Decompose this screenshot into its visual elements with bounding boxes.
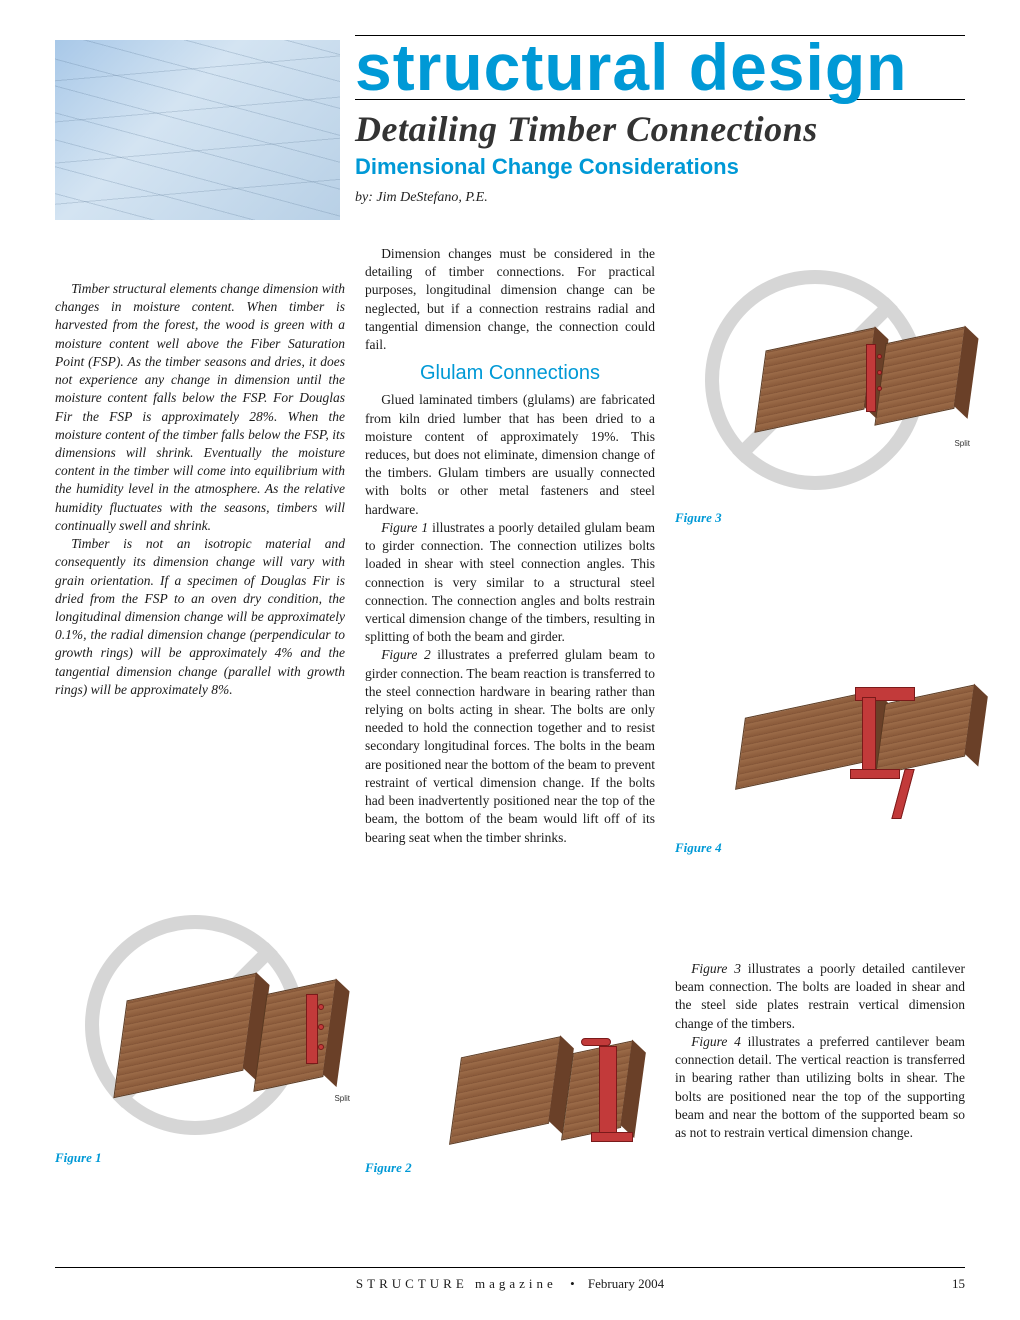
figure-2-label: Figure 2: [365, 1160, 655, 1176]
figure-2: Figure 2: [365, 1020, 655, 1176]
col2-p2-text: illustrates a poorly detailed glulam bea…: [365, 520, 655, 644]
figure-1-label: Figure 1: [55, 1150, 345, 1166]
figure-1: Split Figure 1: [55, 900, 345, 1166]
footer-sep: •: [570, 1276, 575, 1291]
section-head-glulam: Glulam Connections: [365, 360, 655, 387]
fig3-ref: Figure 3: [691, 961, 741, 976]
figure-4-label: Figure 4: [675, 840, 965, 856]
col2-p2: Figure 1 illustrates a poorly detailed g…: [365, 519, 655, 647]
lead-p: Dimension changes must be considered in …: [365, 245, 655, 354]
figure-4: Figure 4: [675, 640, 965, 856]
page-number: 15: [952, 1276, 965, 1292]
column-2: Dimension changes must be considered in …: [365, 245, 655, 847]
footer: STRUCTURE magazine • February 2004 15: [55, 1267, 965, 1292]
column-3: Figure 3 illustrates a poorly detailed c…: [675, 960, 965, 1142]
split-label: Split: [334, 1094, 350, 1103]
article-subtitle: Dimensional Change Considerations: [355, 154, 965, 180]
fig4-ref: Figure 4: [691, 1034, 741, 1049]
col3-p2: Figure 4 illustrates a preferred cantile…: [675, 1033, 965, 1142]
intro-p1: Timber structural elements change dimens…: [55, 280, 345, 535]
article-title: Detailing Timber Connections: [355, 108, 965, 150]
split-label: Split: [954, 439, 970, 448]
title-block: structural design Detailing Timber Conne…: [355, 35, 965, 206]
byline: by: Jim DeStefano, P.E.: [355, 190, 965, 206]
intro-p2: Timber is not an isotropic material and …: [55, 535, 345, 699]
main-title: structural design: [355, 38, 965, 100]
footer-magazine: STRUCTURE magazine: [356, 1276, 557, 1291]
fig1-ref: Figure 1: [381, 520, 428, 535]
header-decorative-image: [55, 40, 340, 220]
col2-p1: Glued laminated timbers (glulams) are fa…: [365, 391, 655, 519]
col2-p3-text: illustrates a preferred glulam beam to g…: [365, 647, 655, 844]
col2-p3: Figure 2 illustrates a preferred glulam …: [365, 646, 655, 846]
footer-date: February 2004: [588, 1276, 664, 1291]
figure-3: Split Figure 3: [675, 250, 965, 526]
content-area: Timber structural elements change dimens…: [55, 245, 965, 1260]
figure-3-label: Figure 3: [675, 510, 965, 526]
col3-p1: Figure 3 illustrates a poorly detailed c…: [675, 960, 965, 1033]
column-1: Timber structural elements change dimens…: [55, 280, 345, 699]
col3-p2-text: illustrates a preferred cantilever beam …: [675, 1034, 965, 1140]
fig2-ref: Figure 2: [381, 647, 431, 662]
